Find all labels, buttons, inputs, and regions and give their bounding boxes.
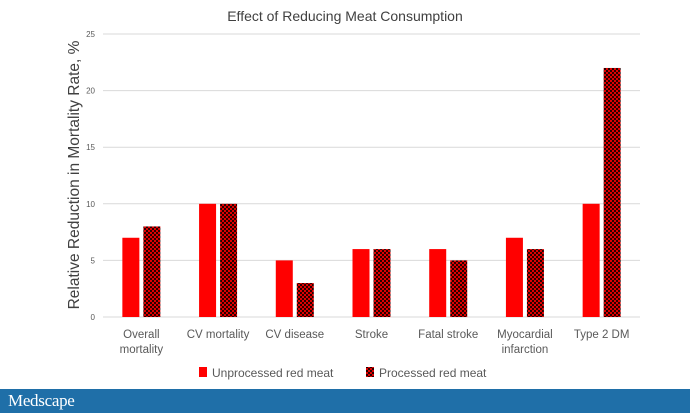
legend: Unprocessed red meat Processed red meat xyxy=(199,366,487,380)
x-tick-label: CV disease xyxy=(265,329,324,341)
x-tick-label: Fatal stroke xyxy=(418,329,478,341)
bar-processed xyxy=(603,67,621,318)
y-tick-label: 15 xyxy=(86,143,95,152)
bar-unprocessed xyxy=(352,249,370,317)
legend-label: Processed red meat xyxy=(379,366,487,380)
medscape-logo: Medscape xyxy=(8,391,75,410)
x-tick-label: Stroke xyxy=(355,329,388,341)
grid-lines xyxy=(103,33,640,318)
y-tick-label: 25 xyxy=(86,30,95,39)
x-tick-label: Myocardial infarction xyxy=(497,329,553,356)
y-tick-labels: 0 5 10 15 20 25 xyxy=(86,30,95,322)
bar-unprocessed xyxy=(275,260,293,317)
bars xyxy=(122,67,621,318)
footer-bar: Medscape xyxy=(0,389,690,413)
bar-processed xyxy=(143,226,161,317)
x-tick-label: Type 2 DM xyxy=(574,329,630,341)
bar-processed xyxy=(450,260,468,317)
bar-processed xyxy=(296,283,314,317)
x-tick-label: CV mortality xyxy=(187,329,250,341)
bar-processed xyxy=(220,203,238,317)
chart-svg: Effect of Reducing Meat Consumption 0 5 10… xyxy=(66,8,640,380)
y-tick-label: 0 xyxy=(91,313,96,322)
chart-title: Effect of Reducing Meat Consumption xyxy=(227,8,463,24)
y-tick-label: 20 xyxy=(86,87,95,96)
legend-swatch-unprocessed xyxy=(199,367,207,377)
y-tick-label: 5 xyxy=(91,256,96,265)
x-tick-label: Overall mortality xyxy=(120,329,164,356)
legend-label: Unprocessed red meat xyxy=(212,366,334,380)
bar-unprocessed xyxy=(582,203,600,317)
legend-swatch-processed xyxy=(366,367,374,377)
y-tick-label: 10 xyxy=(86,200,95,209)
bar-processed xyxy=(373,249,391,317)
y-axis-label: Relative Reduction in Mortality Rate, % xyxy=(66,40,83,309)
bar-processed xyxy=(526,249,544,317)
x-tick-labels: Overall mortality CV mortality CV disease St… xyxy=(120,329,630,356)
bar-unprocessed xyxy=(505,237,523,317)
bar-unprocessed xyxy=(122,237,140,317)
bar-unprocessed xyxy=(199,203,217,317)
bar-unprocessed xyxy=(429,249,447,317)
